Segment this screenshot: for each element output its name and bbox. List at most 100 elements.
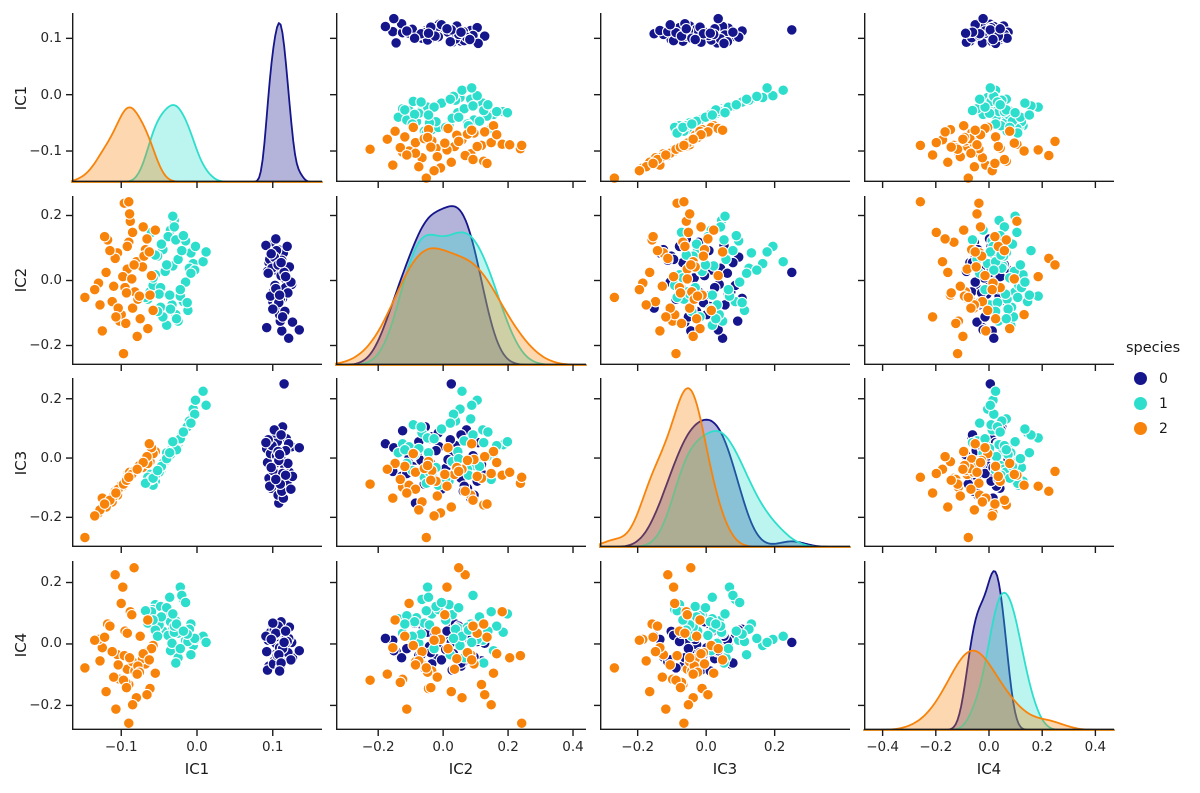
data-point <box>409 658 422 671</box>
data-point <box>643 266 656 278</box>
data-point <box>659 702 672 715</box>
data-point <box>398 629 411 642</box>
data-point <box>979 101 991 113</box>
data-point <box>123 207 136 220</box>
data-point <box>126 301 139 314</box>
data-point <box>141 232 153 245</box>
data-point <box>750 90 763 103</box>
data-point <box>467 100 479 112</box>
data-point <box>951 347 964 359</box>
data-point <box>285 653 297 666</box>
data-point <box>447 632 460 644</box>
data-point <box>785 636 798 648</box>
data-point <box>649 645 662 657</box>
data-point <box>428 101 440 113</box>
data-point <box>88 283 101 295</box>
data-point <box>137 220 150 233</box>
data-point <box>959 27 972 40</box>
data-point <box>706 109 719 121</box>
data-point <box>149 666 162 679</box>
data-point <box>448 662 461 675</box>
data-point <box>422 27 435 40</box>
data-point <box>992 140 1005 153</box>
data-point <box>1032 270 1045 282</box>
data-point <box>989 157 1001 170</box>
data-point <box>166 435 179 448</box>
data-point <box>679 240 691 252</box>
data-point <box>293 441 306 454</box>
data-point <box>269 232 282 245</box>
data-point <box>1008 272 1021 285</box>
data-point <box>969 124 982 137</box>
data-point <box>1023 109 1036 121</box>
data-point <box>106 645 119 657</box>
data-point <box>998 244 1011 256</box>
data-point <box>957 223 970 236</box>
data-point <box>678 139 690 152</box>
data-point <box>954 490 967 502</box>
data-point <box>445 501 458 513</box>
data-point <box>107 670 120 683</box>
data-point <box>949 317 962 329</box>
data-point <box>515 471 528 484</box>
data-point <box>279 624 292 637</box>
x-tick-label: 0.1 <box>262 738 284 755</box>
kde-curve-species-2 <box>863 649 1115 731</box>
data-point <box>168 220 181 233</box>
data-point <box>777 255 790 268</box>
legend-entry-species-0: 0 <box>1134 371 1180 387</box>
data-point <box>455 26 467 39</box>
data-point <box>926 487 939 499</box>
data-point <box>712 12 725 25</box>
data-point <box>656 670 669 683</box>
data-point <box>647 630 659 643</box>
legend: species 0 1 2 <box>1126 340 1180 441</box>
x-tick-label: −0.2 <box>361 738 395 755</box>
data-point <box>461 454 474 467</box>
data-point <box>681 608 694 621</box>
data-point <box>973 417 986 429</box>
data-point <box>687 330 700 342</box>
data-point <box>421 131 434 144</box>
data-point <box>200 245 212 258</box>
data-point <box>914 471 927 484</box>
y-tick-label: −0.2 <box>29 509 62 526</box>
panel-IC1-vs-IC3 <box>594 12 850 188</box>
data-point <box>444 35 457 48</box>
data-point <box>969 437 982 450</box>
data-point <box>1014 452 1027 465</box>
panel-IC3-vs-IC4 <box>858 378 1114 553</box>
data-point <box>166 636 178 649</box>
data-point <box>149 223 162 236</box>
data-point <box>471 89 484 102</box>
data-point <box>718 233 730 246</box>
x-tick-label: −0.2 <box>621 738 655 755</box>
data-point <box>989 312 1002 325</box>
data-point <box>396 424 409 437</box>
data-point <box>407 121 420 134</box>
data-point <box>965 483 977 496</box>
data-point <box>761 636 773 648</box>
x-tick-label: 0.2 <box>1031 738 1053 755</box>
data-point <box>98 498 111 510</box>
data-point <box>485 467 498 480</box>
data-point <box>273 664 286 677</box>
data-point <box>979 269 991 281</box>
data-point <box>265 247 278 260</box>
legend-entry-species-2: 2 <box>1134 421 1180 437</box>
data-point <box>185 266 197 279</box>
data-point <box>712 269 725 281</box>
data-point <box>412 504 425 516</box>
data-point <box>174 642 187 654</box>
data-point <box>490 456 503 469</box>
data-point <box>452 135 465 148</box>
data-point <box>501 106 514 119</box>
data-point <box>945 286 958 299</box>
data-point <box>428 432 440 445</box>
species-1-marker-icon <box>1134 397 1147 410</box>
data-point <box>131 330 144 342</box>
data-point <box>501 435 514 448</box>
data-point <box>395 651 408 664</box>
data-point <box>475 678 488 690</box>
data-point <box>957 330 969 342</box>
